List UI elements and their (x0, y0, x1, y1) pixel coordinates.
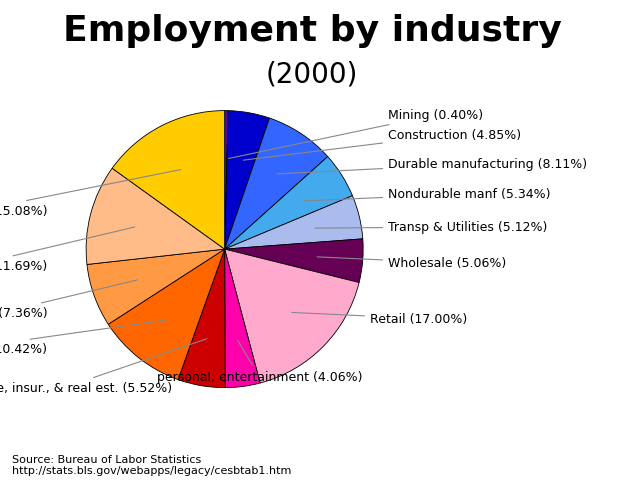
Wedge shape (86, 169, 225, 265)
Wedge shape (225, 119, 328, 250)
Wedge shape (225, 250, 359, 383)
Text: (2000): (2000) (266, 60, 358, 88)
Text: Retail (17.00%): Retail (17.00%) (291, 312, 467, 325)
Text: Business services (10.42%): Business services (10.42%) (0, 321, 166, 356)
Wedge shape (225, 157, 353, 250)
Text: Construction (4.85%): Construction (4.85%) (243, 128, 521, 161)
Wedge shape (225, 111, 270, 250)
Text: personal, entertainment (4.06%): personal, entertainment (4.06%) (157, 341, 362, 383)
Wedge shape (112, 111, 225, 250)
Text: Wholesale (5.06%): Wholesale (5.06%) (317, 257, 506, 270)
Text: Employment by industry: Employment by industry (62, 14, 562, 48)
Wedge shape (225, 250, 260, 388)
Text: Health (7.36%): Health (7.36%) (0, 280, 137, 320)
Wedge shape (87, 250, 225, 324)
Wedge shape (109, 250, 225, 380)
Text: Nondurable manf (5.34%): Nondurable manf (5.34%) (303, 188, 550, 202)
Text: Durable manufacturing (8.11%): Durable manufacturing (8.11%) (277, 157, 587, 175)
Wedge shape (225, 240, 363, 283)
Text: Transp & Utilities (5.12%): Transp & Utilities (5.12%) (315, 221, 547, 234)
Wedge shape (225, 111, 228, 250)
Text: Mining (0.40%): Mining (0.40%) (228, 109, 483, 159)
Wedge shape (225, 196, 363, 250)
Wedge shape (178, 250, 225, 388)
Text: Source: Bureau of Labor Statistics
http://stats.bls.gov/webapps/legacy/cesbtab1.: Source: Bureau of Labor Statistics http:… (12, 454, 292, 475)
Text: Finance, insur., & real est. (5.52%): Finance, insur., & real est. (5.52%) (0, 339, 207, 395)
Text: Other services (11.69%): Other services (11.69%) (0, 228, 135, 273)
Text: Government (15.08%): Government (15.08%) (0, 170, 181, 217)
